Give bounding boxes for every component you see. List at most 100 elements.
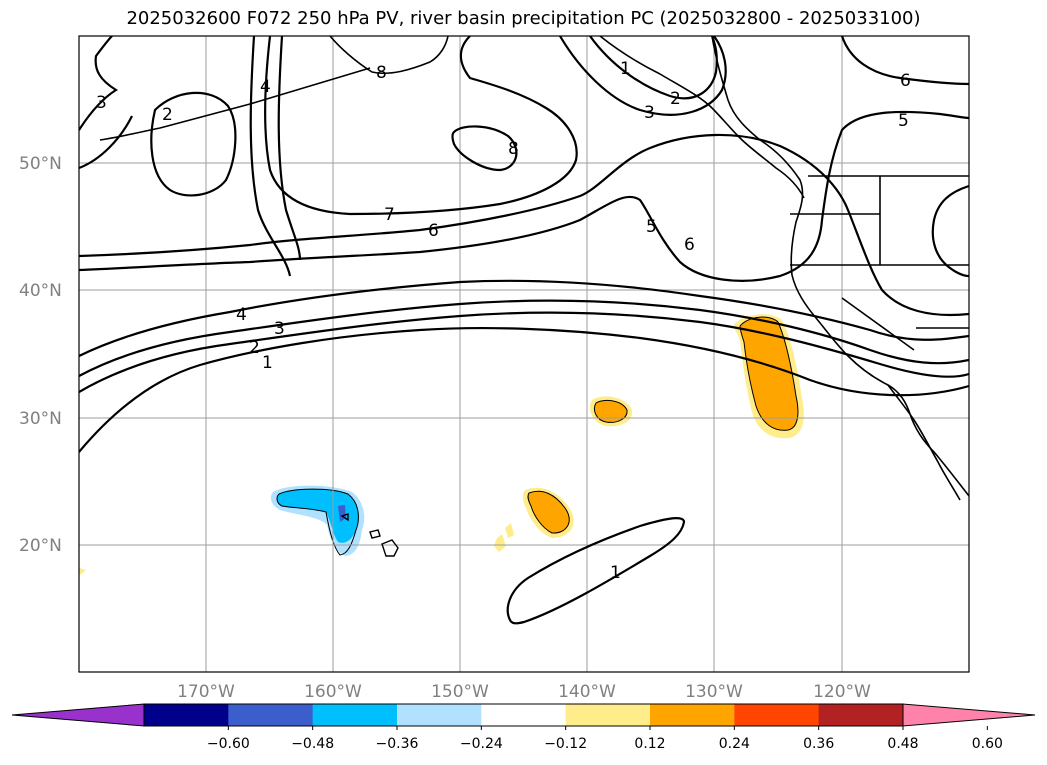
colorbar-tick-label: 0.36 [803,736,834,752]
contour-label: 5 [646,217,657,237]
contour-label: 1 [610,563,621,583]
lon-label: 170°W [177,682,235,702]
precip-positive-light-4 [505,523,514,538]
hawaiian-islands [340,513,399,557]
colorbar-tick-label: −0.24 [460,736,503,752]
lon-label: 130°W [685,682,743,702]
precip-positive-light-6 [79,567,86,575]
lon-label: 160°W [304,682,362,702]
contour-label: 2 [162,105,173,125]
contour-ring-west [931,184,969,278]
precip-negative [277,489,359,543]
colorbar-tick-label: −0.48 [291,736,334,752]
precip-outlines [276,316,799,556]
colorbar-box [565,704,651,726]
lon-label: 150°W [431,682,489,702]
contour-label: 6 [684,235,695,255]
colorbar-box [650,704,735,726]
colorbar-extend-high [902,703,1036,727]
contour-labels: 3 2 4 8 8 7 6 1 2 3 6 5 5 6 4 3 2 1 1 [96,59,911,583]
contour-label: 3 [96,93,107,113]
contour-6-main [79,133,969,317]
island-oahu [340,513,349,522]
contour-label: 6 [900,71,911,91]
colorbar-box [734,704,820,726]
precip-shading [79,314,804,575]
contour-7-north [277,36,302,261]
lat-label: 20°N [19,536,62,556]
colorbar-box [228,704,314,726]
colorbar-tick-label: −0.60 [207,736,250,752]
lat-label: 40°N [19,281,62,301]
colorbar-box [481,704,567,726]
colorbar-tick-label: −0.12 [544,736,587,752]
contour-label: 1 [262,353,273,373]
contour-4-main [79,279,969,357]
colorbar-tick-label: −0.36 [376,736,419,752]
contour-label: 2 [249,338,260,358]
island-maui [369,529,381,539]
contour-2-north [589,36,718,100]
colorbar: −0.60 −0.48 −0.36 −0.24 −0.12 0.12 0.24 0.36 0.4… [11,703,1036,752]
nevada-border [841,297,915,351]
lon-label: 140°W [558,682,616,702]
contour-label: 6 [428,221,439,241]
baja-california-coast [887,384,961,501]
lon-label: 120°W [813,682,871,702]
contour-label: 3 [644,103,655,123]
contour-label: 3 [274,319,285,339]
contour-label: 7 [384,205,395,225]
contour-2-west [150,91,237,197]
colorbar-tick-label: 0.60 [972,736,1003,752]
island-big-island [381,539,399,557]
contour-1-main [79,326,969,453]
coastlines [99,36,969,501]
contour-label: 5 [898,111,909,131]
colorbar-frame [143,703,904,727]
precip-positive-2 [527,491,570,534]
contour-label: 4 [236,305,247,325]
contour-3-north [559,36,727,116]
precip-positive-1 [594,400,628,423]
precip-outline-3 [527,490,570,534]
contour-label: 4 [260,77,271,97]
lat-label: 30°N [19,409,62,429]
precip-positive-3 [740,317,798,431]
map-title: 2025032600 F072 250 hPa PV, river basin … [126,8,921,29]
precip-outline-1 [276,488,359,556]
contour-3-main [79,299,969,377]
latitude-labels: 50°N 40°N 30°N 20°N [19,154,62,556]
contour-8-blob [451,125,518,172]
map-frame [78,35,970,673]
contour-2-main [79,311,969,393]
contour-1-south [506,517,686,625]
contour-6-north [249,36,292,277]
precip-outline-4 [739,316,799,431]
contour-label: 8 [508,139,519,159]
contour-7-main [263,36,578,216]
southeast-alaska-coast [599,36,805,199]
colorbar-box [818,704,904,726]
gridlines [79,36,969,672]
alaska-coast [329,36,449,75]
map-background [79,36,969,672]
contour-label: 1 [620,59,631,79]
contour-4-west [79,115,133,170]
pv-contours [79,36,969,625]
precip-outline-2 [593,399,628,423]
contour-6-east [840,36,969,86]
precip-positive-light-3 [494,534,506,552]
contour-3-west [79,36,119,131]
colorbar-box [312,704,398,726]
colorbar-box [144,704,229,726]
colorbar-tick-label: 0.12 [634,736,665,752]
contour-label: 2 [670,89,681,109]
colorbar-tick-label: 0.48 [887,736,918,752]
colorbar-tick-label: 0.24 [719,736,750,752]
colorbar-extend-low [11,703,145,727]
colorbar-box [397,704,482,726]
contour-label: 8 [376,63,387,83]
lat-label: 50°N [19,154,62,174]
longitude-labels: 170°W 160°W 150°W 140°W 130°W 120°W [177,682,871,702]
